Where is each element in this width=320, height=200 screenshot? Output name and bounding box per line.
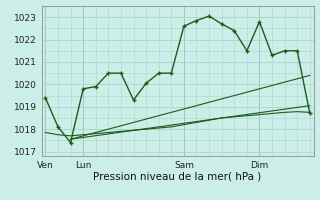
X-axis label: Pression niveau de la mer( hPa ): Pression niveau de la mer( hPa ) <box>93 171 262 181</box>
